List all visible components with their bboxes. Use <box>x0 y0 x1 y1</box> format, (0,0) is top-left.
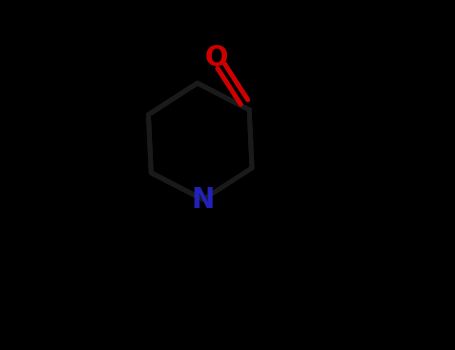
Text: N: N <box>192 186 215 214</box>
Text: O: O <box>204 44 228 72</box>
